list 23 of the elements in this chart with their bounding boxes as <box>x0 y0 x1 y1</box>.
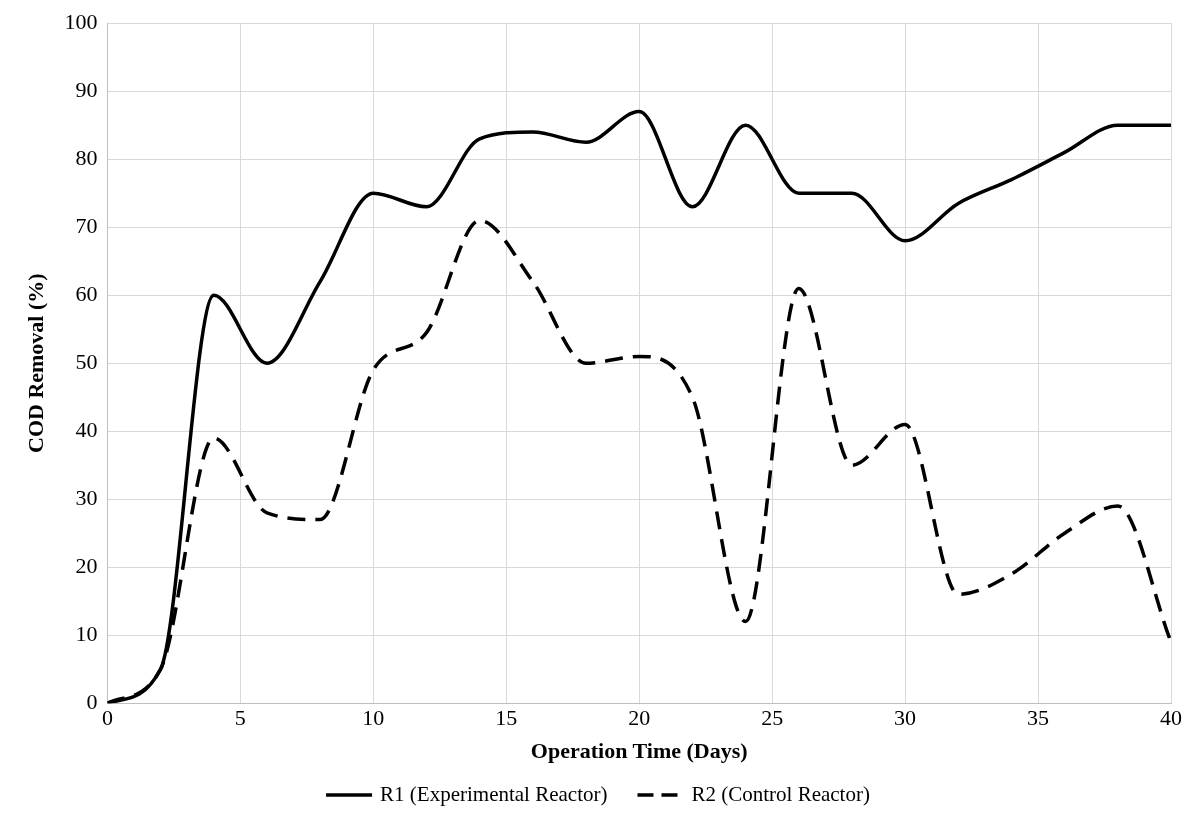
y-axis-title: COD Removal (%) <box>22 273 48 454</box>
y-tick-label: 70 <box>75 212 98 238</box>
y-tick-label: 20 <box>75 552 98 578</box>
y-tick-label: 90 <box>75 76 98 102</box>
y-tick-label: 40 <box>75 416 98 442</box>
y-tick-label: 30 <box>75 484 98 510</box>
y-tick-label: 100 <box>64 8 98 34</box>
y-tick-label: 60 <box>75 280 98 306</box>
legend-label: R1 (Experimental Reactor) <box>380 781 608 806</box>
x-tick-label: 5 <box>234 705 246 731</box>
x-tick-label: 15 <box>495 705 518 731</box>
y-tick-label: 80 <box>75 144 98 170</box>
legend-label: R2 (Control Reactor) <box>691 781 870 806</box>
x-tick-label: 35 <box>1027 705 1050 731</box>
x-tick-label: 10 <box>362 705 385 731</box>
y-tick-label: 0 <box>86 688 98 714</box>
x-tick-label: 30 <box>894 705 917 731</box>
x-tick-label: 20 <box>628 705 651 731</box>
x-tick-label: 25 <box>761 705 784 731</box>
y-tick-label: 10 <box>75 620 98 646</box>
x-tick-label: 40 <box>1160 705 1182 731</box>
y-tick-label: 50 <box>75 348 98 374</box>
x-axis-title: Operation Time (Days) <box>530 738 748 764</box>
